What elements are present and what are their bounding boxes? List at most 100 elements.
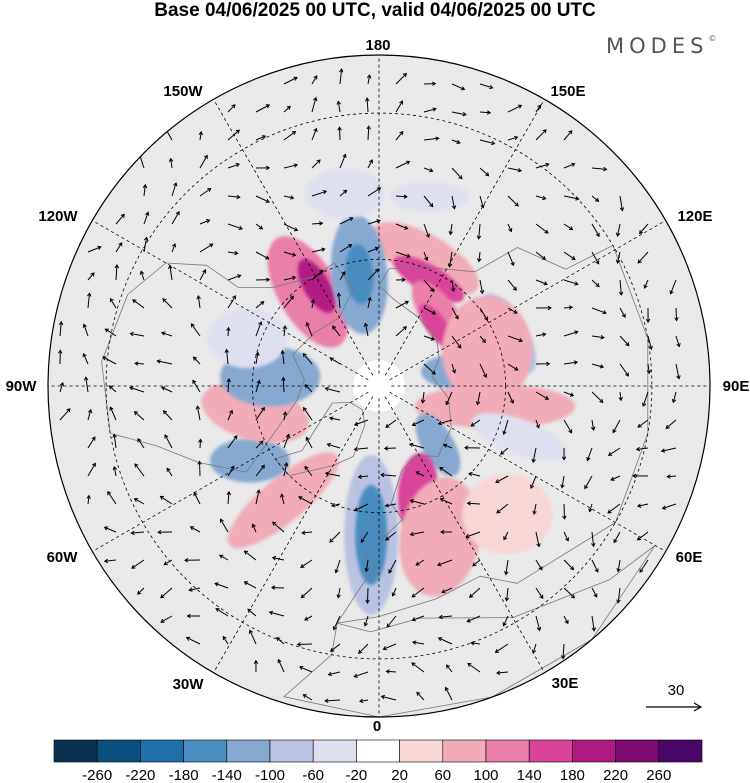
wind-arrow	[469, 472, 481, 477]
wind-arrowhead	[411, 593, 416, 598]
wind-arrowhead	[542, 195, 547, 201]
wind-arrowhead	[112, 433, 117, 438]
wind-arrow	[451, 139, 461, 144]
wind-arrow	[109, 385, 117, 393]
wind-arrow	[591, 279, 600, 287]
wind-arrowhead	[184, 557, 189, 563]
wind-arrow	[507, 391, 514, 404]
wind-arrowhead	[615, 232, 621, 237]
wind-arrowhead	[385, 423, 390, 428]
wind-arrow	[305, 437, 313, 449]
wind-arrow	[441, 587, 453, 593]
wind-arrow	[535, 333, 546, 337]
wind-arrowhead	[139, 270, 145, 275]
wind-arrow	[591, 531, 595, 547]
wind-arrow	[190, 526, 201, 533]
wind-arrowhead	[508, 227, 513, 233]
wind-arrow	[367, 187, 381, 197]
wind-arrowhead	[347, 244, 353, 249]
wind-arrow	[535, 391, 549, 400]
wind-arrow	[647, 363, 650, 374]
modes-logo: MODES©	[606, 34, 716, 58]
wind-arrowhead	[406, 253, 411, 258]
wind-arrowhead	[486, 110, 492, 115]
wind-arrow	[506, 587, 509, 601]
lon-label-60w: 60W	[47, 549, 79, 566]
wind-arrowhead	[202, 269, 207, 274]
wind-arrowhead	[602, 310, 607, 315]
wind-arrowhead	[544, 229, 549, 234]
wind-arrow	[193, 492, 201, 505]
wind-arrowhead	[91, 462, 96, 467]
wind-arrow	[507, 335, 523, 342]
wind-arrow	[535, 279, 548, 285]
wind-arrowhead	[380, 694, 386, 700]
wind-arrowhead	[226, 326, 231, 332]
wind-arrowhead	[437, 637, 443, 642]
wind-arrowhead	[293, 76, 298, 81]
wind-arrowhead	[637, 423, 642, 428]
wind-arrowhead	[385, 536, 390, 541]
wind-arrowhead	[660, 448, 666, 453]
colorbar-swatch	[356, 739, 400, 763]
wind-arrow	[410, 531, 425, 536]
wind-arrow	[409, 443, 425, 449]
wind-arrowhead	[564, 619, 569, 625]
wind-arrowhead	[454, 315, 459, 320]
wind-arrowhead	[277, 658, 282, 664]
wind-arrow	[325, 472, 341, 477]
wind-arrow	[563, 130, 573, 141]
wind-arrowhead	[599, 364, 605, 369]
wind-arrowhead	[571, 162, 576, 167]
wind-arrowhead	[226, 490, 232, 496]
anomaly-blob	[462, 474, 553, 555]
wind-arrow	[303, 407, 313, 421]
wind-arrow	[283, 462, 288, 477]
wind-arrowhead	[258, 321, 263, 326]
wind-arrowhead	[253, 659, 259, 664]
wind-arrow	[467, 663, 481, 673]
wind-arrowhead	[293, 227, 299, 232]
wind-arrowhead	[283, 462, 289, 467]
wind-arrow	[535, 531, 540, 547]
wind-arrowhead	[231, 104, 236, 109]
wind-arrow	[354, 419, 369, 426]
wind-arrowhead	[475, 401, 481, 406]
wind-arrow	[479, 363, 487, 378]
wind-arrowhead	[416, 691, 421, 696]
wind-arrowhead	[160, 594, 165, 599]
wind-arrowhead	[568, 226, 574, 231]
wind-arrow	[507, 251, 515, 266]
lon-label-90w: 90W	[6, 378, 38, 395]
wind-arrow	[358, 643, 369, 654]
wind-arrowhead	[479, 289, 485, 295]
wind-arrow	[661, 447, 677, 452]
wind-arrowhead	[476, 235, 482, 240]
wind-arrowhead	[635, 446, 641, 452]
wind-arrow	[535, 559, 543, 570]
wind-arrowhead	[243, 581, 249, 586]
wind-arrowhead	[472, 562, 477, 567]
coastline	[336, 245, 649, 624]
wind-arrowhead	[590, 426, 596, 431]
wind-arrowhead	[408, 442, 414, 448]
wind-arrowhead	[666, 474, 671, 479]
wind-reference: 30	[646, 682, 703, 712]
colorbar-tick-label: 20	[391, 767, 408, 783]
wind-arrow	[331, 503, 341, 507]
wind-arrowhead	[209, 243, 214, 248]
wind-arrow	[161, 332, 173, 337]
wind-arrowhead	[260, 464, 265, 469]
wind-arrow	[281, 350, 285, 365]
wind-arrowhead	[504, 571, 509, 576]
wind-arrow	[83, 324, 89, 337]
wind-arrow	[304, 466, 313, 477]
wind-arrow	[113, 466, 117, 477]
wind-arrowhead	[415, 471, 420, 476]
wind-arrow	[449, 251, 453, 267]
wind-arrow	[359, 699, 369, 702]
wind-arrow	[381, 695, 397, 701]
wind-arrow	[255, 440, 264, 449]
wind-arrowhead	[353, 673, 358, 678]
wind-arrowhead	[671, 398, 677, 404]
